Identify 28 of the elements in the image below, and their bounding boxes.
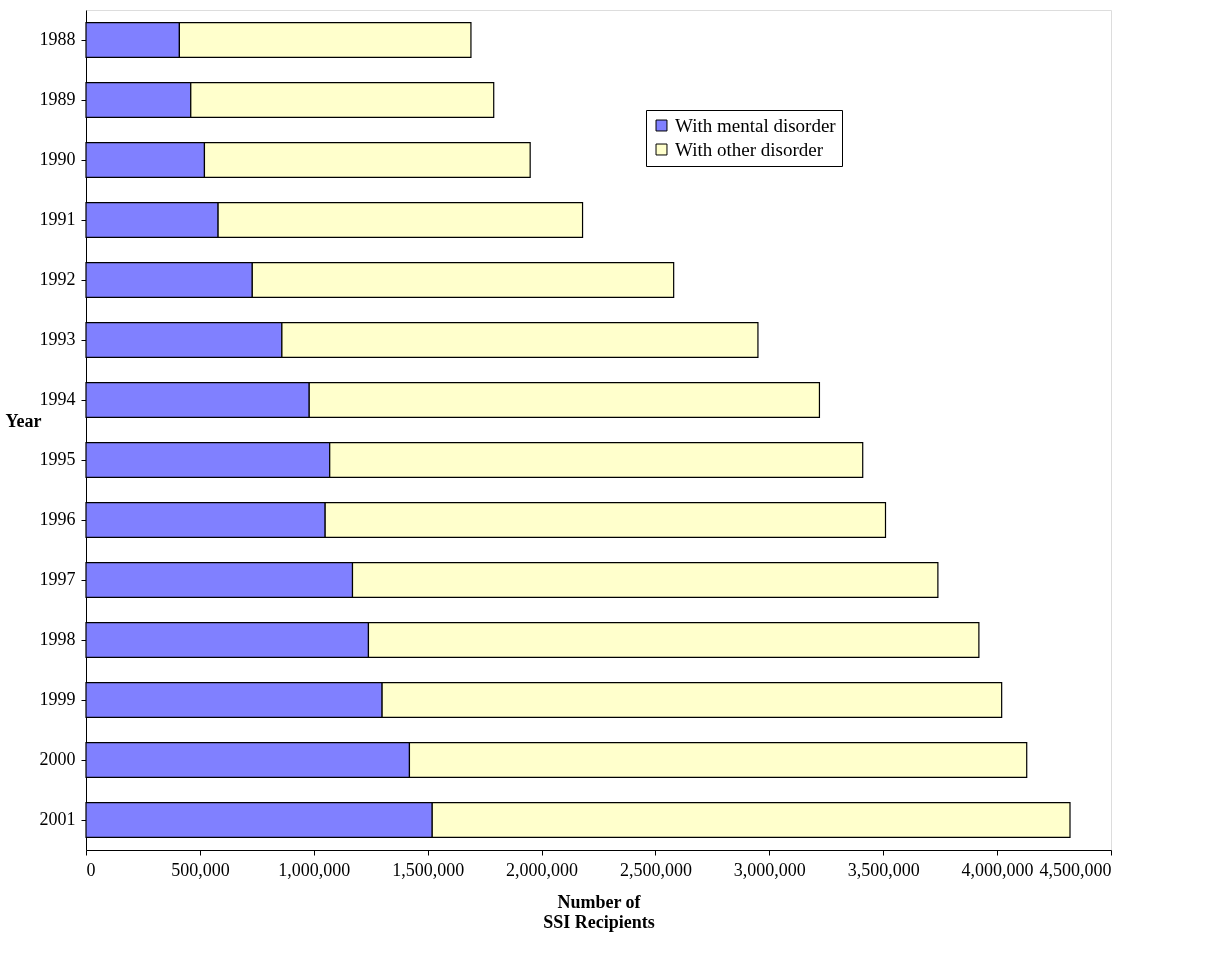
x-axis-title: Number of SSI Recipients <box>543 891 655 932</box>
y-tick-label: 1998 <box>39 629 76 649</box>
x-tick-label: 4,000,000 <box>961 859 1034 880</box>
y-tick-label: 1988 <box>39 29 76 49</box>
x-tick-label: 2,000,000 <box>506 859 579 880</box>
x-tick-label: 3,000,000 <box>733 859 806 880</box>
y-tick-label: 1996 <box>39 509 76 529</box>
x-tick-label: 500,000 <box>171 859 230 880</box>
legend-label: With mental disorder <box>675 114 837 136</box>
y-tick-label: 1989 <box>39 89 76 109</box>
y-tick-label: 1990 <box>39 149 76 169</box>
x-tick-label: 3,500,000 <box>847 859 920 880</box>
y-tick-label: 1994 <box>39 389 76 409</box>
y-tick-label: 1995 <box>39 449 76 469</box>
x-tick-label: 4,500,000 <box>1039 859 1112 880</box>
y-tick-label: 2000 <box>39 749 76 769</box>
y-tick-label: 1997 <box>39 569 76 589</box>
y-tick-label: 2001 <box>39 809 76 829</box>
y-tick-label: 1999 <box>39 689 76 709</box>
legend-label: With other disorder <box>675 138 824 160</box>
x-tick-label: 0 <box>86 859 96 880</box>
y-tick-label: 1993 <box>39 329 76 349</box>
y-tick-label: 1992 <box>39 269 76 289</box>
y-tick-label: 1991 <box>39 209 76 229</box>
x-tick-label: 2,500,000 <box>619 859 692 880</box>
y-axis-title: Year <box>5 410 42 431</box>
x-tick-label: 1,500,000 <box>392 859 465 880</box>
x-tick-label: 1,000,000 <box>278 859 351 880</box>
